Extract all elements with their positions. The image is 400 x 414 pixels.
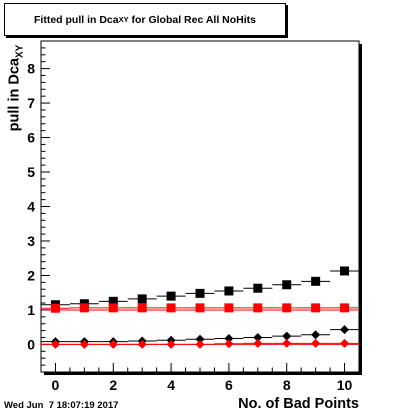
chart-title-prefix: Fitted pull in Dca [34, 13, 119, 26]
data-point-square [224, 286, 234, 296]
chart-title-suffix: for Global Rec All NoHits [128, 13, 256, 26]
data-point-diamond [340, 338, 350, 348]
y-tick-label: 7 [27, 95, 35, 111]
data-point-square [340, 266, 350, 276]
data-point-diamond [340, 325, 350, 335]
data-point-square [79, 303, 89, 313]
data-point-diamond [79, 339, 89, 349]
data-point-diamond [311, 330, 321, 340]
data-point-diamond [224, 334, 234, 344]
data-point-square [340, 303, 350, 313]
x-tick-label: 8 [283, 377, 291, 393]
y-axis-label: pull in DcaXY [7, 45, 26, 132]
data-point-square [253, 303, 263, 313]
x-tick-label: 0 [52, 377, 60, 393]
data-point-square [108, 303, 118, 313]
x-tick-label: 10 [337, 377, 353, 393]
y-tick-label: 3 [27, 233, 35, 249]
data-point-square [311, 276, 321, 286]
chart-title-subscript: XY [118, 15, 129, 24]
x-tick-label: 4 [167, 377, 175, 393]
data-point-diamond [224, 339, 234, 349]
plot-frame [40, 40, 360, 373]
y-tick-label: 5 [27, 164, 35, 180]
timestamp: Wed Jun 7 18:07:19 2017 [4, 400, 119, 411]
data-point-diamond [166, 339, 176, 349]
data-point-square [195, 303, 205, 313]
y-axis-label-text: pull in Dca [6, 58, 23, 132]
data-point-diamond [253, 333, 263, 343]
data-point-square [137, 303, 147, 313]
data-point-square [282, 280, 292, 290]
data-point-diamond [253, 338, 263, 348]
x-tick-label: 6 [225, 377, 233, 393]
y-tick-label: 4 [27, 199, 35, 215]
data-point-square [108, 296, 118, 306]
data-point-square [253, 283, 263, 293]
data-point-diamond [137, 339, 147, 349]
x-tick-label: 2 [109, 377, 117, 393]
y-tick-label: 0 [27, 336, 35, 352]
data-point-square [195, 288, 205, 298]
data-point-square [137, 294, 147, 304]
data-point-diamond [108, 339, 118, 349]
data-point-square [282, 303, 292, 313]
data-point-square [50, 303, 60, 313]
chart-title: Fitted pull in Dca XY for Global Rec All … [4, 3, 286, 36]
data-point-diamond [50, 339, 60, 349]
data-point-diamond [195, 339, 205, 349]
y-tick-label: 6 [27, 130, 35, 146]
data-point-diamond [282, 338, 292, 348]
y-tick-label: 8 [27, 61, 35, 77]
data-point-square [224, 303, 234, 313]
data-point-diamond [195, 334, 205, 344]
y-tick-label: 2 [27, 267, 35, 283]
data-point-square [166, 291, 176, 301]
y-tick-label: 1 [27, 302, 35, 318]
data-point-square [166, 303, 176, 313]
data-point-square [311, 303, 321, 313]
x-axis-label: No. of Bad Points [238, 396, 359, 412]
y-axis-label-subscript: XY [14, 44, 26, 59]
data-point-diamond [311, 338, 321, 348]
data-point-diamond [282, 331, 292, 341]
